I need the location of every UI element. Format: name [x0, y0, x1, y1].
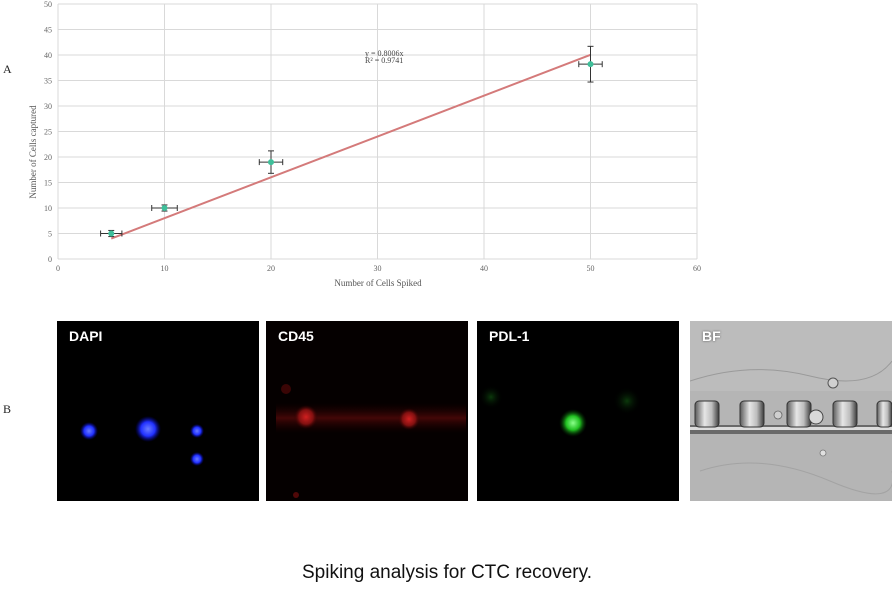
cd45-cell-2	[398, 408, 420, 430]
micrograph-label-dapi: DAPI	[69, 328, 103, 344]
micrograph-label-bf: BF	[702, 328, 721, 344]
y-tick-label: 10	[44, 204, 52, 213]
pdl1-image	[479, 385, 641, 437]
dapi-image	[80, 416, 204, 466]
micrograph-label-pdl1: PDL-1	[489, 328, 530, 344]
nucleus-3	[190, 424, 204, 438]
bf-image	[690, 321, 892, 501]
nucleus-2	[135, 416, 161, 442]
data-marker	[587, 61, 594, 68]
nucleus-4	[190, 452, 204, 466]
x-tick-label: 0	[56, 264, 60, 273]
panel-label-a: A	[3, 62, 12, 76]
y-axis-label: Number of Cells captured	[28, 105, 38, 199]
micrograph-cd45: CD45	[266, 321, 468, 501]
y-tick-label: 35	[44, 77, 52, 86]
y-tick-label: 30	[44, 102, 52, 111]
x-tick-label: 10	[161, 264, 169, 273]
cd45-speck-2	[293, 492, 299, 498]
y-tick-label: 50	[44, 0, 52, 9]
x-tick-label: 40	[480, 264, 488, 273]
micrograph-bf: BF	[690, 321, 892, 501]
data-points	[100, 45, 603, 238]
y-tick-label: 25	[44, 128, 52, 137]
cd45-speck	[281, 384, 291, 394]
data-point-1	[100, 229, 123, 238]
figure-caption: Spiking analysis for CTC recovery.	[301, 562, 593, 583]
data-point-2	[151, 204, 178, 212]
micrograph-pdl1: PDL-1	[477, 321, 679, 501]
x-tick-label: 20	[267, 264, 275, 273]
panel-label-b: B	[3, 402, 12, 416]
data-marker	[108, 230, 115, 237]
cd45-cell-1	[294, 405, 318, 429]
micrograph-dapi: DAPI	[57, 321, 259, 501]
pdl1-glow-2	[613, 387, 641, 415]
pdl1-glow	[479, 385, 503, 409]
x-tick-label: 30	[374, 264, 382, 273]
y-tick-label: 15	[44, 179, 52, 188]
micrograph-label-cd45: CD45	[278, 328, 314, 344]
y-tick-label: 0	[48, 255, 52, 264]
nucleus-1	[80, 422, 98, 440]
axes: 0 5 10 15 20 25 30 35 40 45 50 0 10 20 30 40 50 60	[44, 0, 701, 273]
pdl1-cell	[559, 409, 587, 437]
grid	[57, 3, 698, 260]
data-marker	[161, 205, 168, 211]
scatter-chart: 0 5 10 15 20 25 30 35 40 45 50 0 10 20 30 40 50 60 y = 0.…	[28, 0, 701, 288]
y-tick-label: 45	[44, 26, 52, 35]
data-point-3	[258, 150, 284, 174]
trendline-segment	[110, 53, 591, 240]
x-tick-label: 60	[693, 264, 701, 273]
trendline-r2: R² = 0.9741	[365, 56, 403, 65]
trendline-equation: y = 0.8006x	[365, 49, 404, 58]
trendline	[110, 53, 591, 240]
cd45-image	[276, 384, 466, 498]
x-tick-label: 50	[587, 264, 595, 273]
y-tick-label: 20	[44, 153, 52, 162]
data-marker	[268, 159, 274, 166]
y-tick-label: 5	[48, 230, 52, 239]
data-point-4	[578, 45, 603, 83]
x-axis-label: Number of Cells Spiked	[334, 278, 422, 288]
y-tick-label: 40	[44, 51, 52, 60]
